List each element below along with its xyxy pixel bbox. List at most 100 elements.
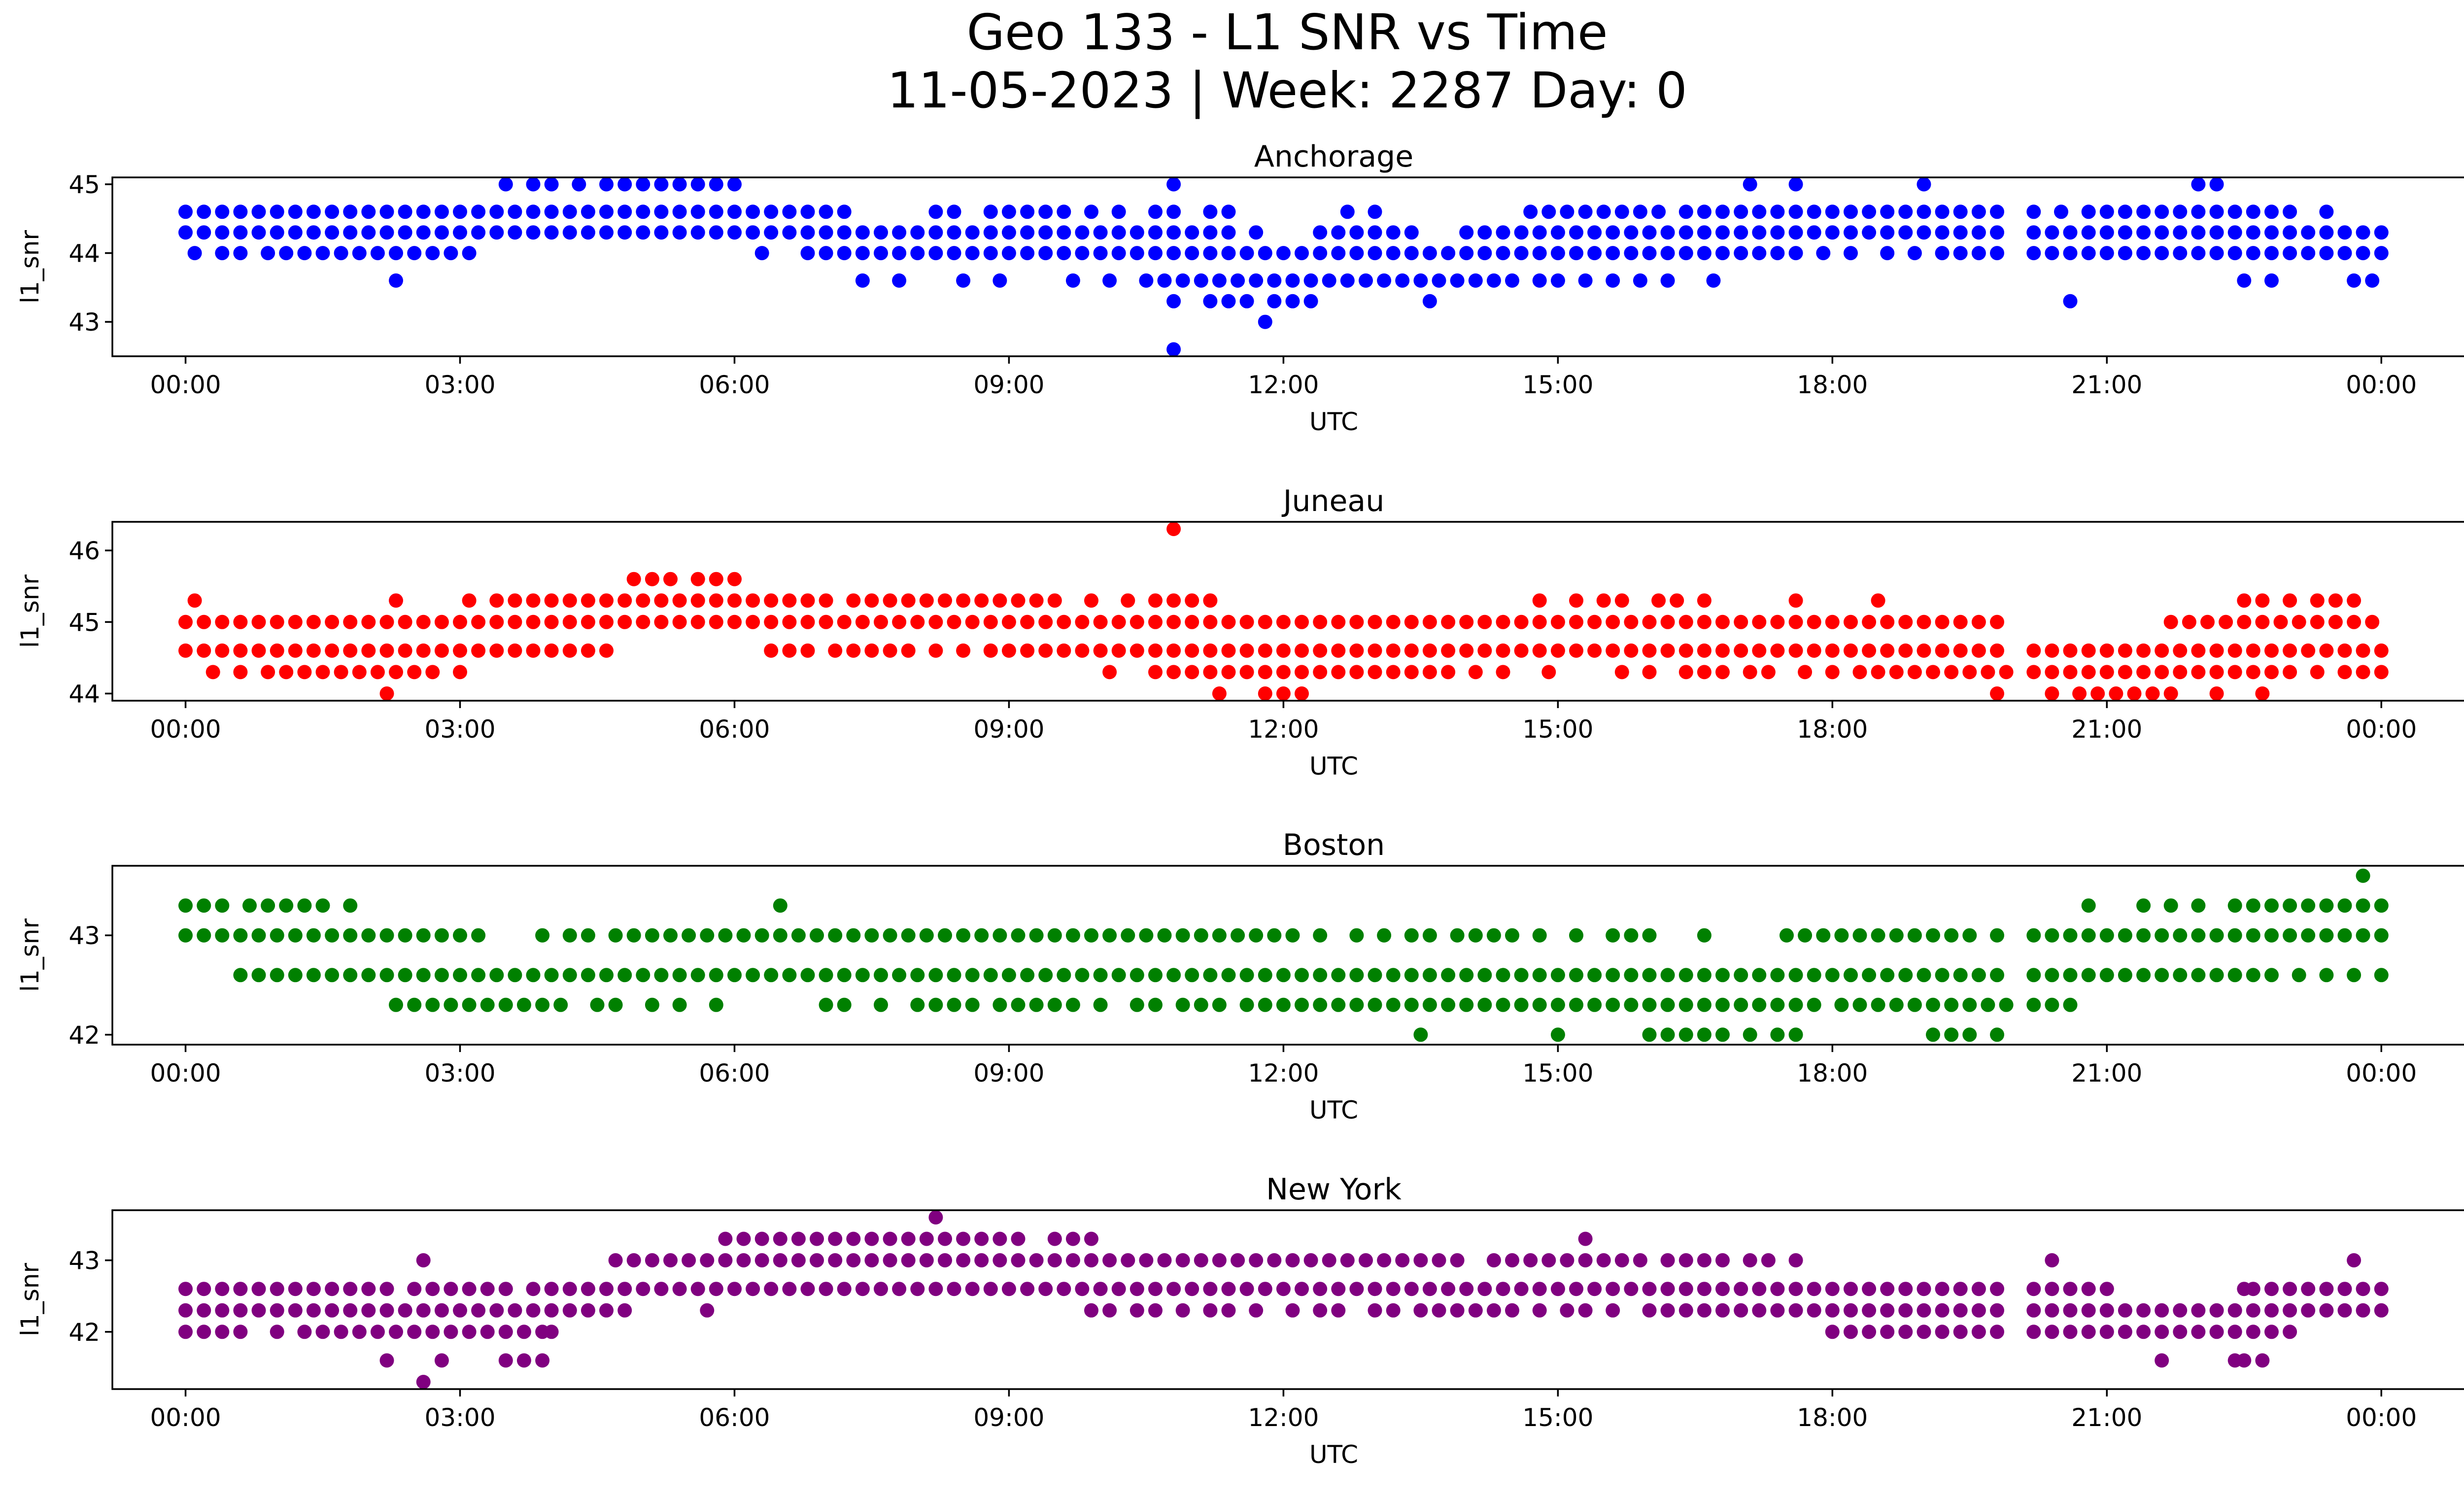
data-point <box>645 572 659 586</box>
data-point <box>1505 273 1519 288</box>
data-point <box>526 643 541 658</box>
data-point <box>215 928 230 943</box>
data-point <box>343 898 358 913</box>
data-point <box>791 928 806 943</box>
data-point <box>1990 614 2004 629</box>
data-point <box>1203 225 1218 240</box>
data-point <box>1386 1282 1401 1296</box>
data-point <box>2365 614 2380 629</box>
data-point <box>2337 928 2352 943</box>
data-point <box>2264 928 2279 943</box>
data-point <box>1221 665 1236 680</box>
data-point <box>489 593 504 608</box>
data-point <box>1788 643 1803 658</box>
data-point <box>2118 968 2132 983</box>
data-point <box>672 593 687 608</box>
data-point <box>407 997 422 1012</box>
x-tick-label: 09:00 <box>973 1403 1044 1432</box>
data-point <box>343 225 358 240</box>
data-point <box>1239 643 1254 658</box>
data-point <box>1678 1027 1693 1042</box>
data-point <box>690 968 705 983</box>
data-point <box>288 643 303 658</box>
x-tick-label: 18:00 <box>1797 1059 1868 1088</box>
data-point <box>379 643 394 658</box>
data-point <box>562 928 577 943</box>
data-point <box>1569 1282 1583 1296</box>
data-point <box>1075 246 1090 261</box>
data-point <box>1331 225 1346 240</box>
data-point <box>663 1253 678 1268</box>
data-point <box>2227 246 2242 261</box>
data-point <box>526 1303 541 1318</box>
data-point <box>1303 294 1318 308</box>
data-point <box>1038 968 1053 983</box>
data-point <box>2283 928 2297 943</box>
data-point <box>1011 997 1026 1012</box>
data-point <box>233 968 248 983</box>
data-point <box>1971 643 1986 658</box>
data-point <box>1761 665 1776 680</box>
data-point <box>928 1282 943 1296</box>
data-point <box>672 1282 687 1296</box>
data-point <box>2118 643 2132 658</box>
data-point <box>1734 1282 1748 1296</box>
y-tick-label: 43 <box>68 1247 100 1275</box>
data-point <box>1349 928 1364 943</box>
data-point <box>1432 273 1446 288</box>
data-point <box>1413 1303 1428 1318</box>
data-point <box>828 928 843 943</box>
data-point <box>2283 898 2297 913</box>
data-point <box>2136 968 2151 983</box>
data-point <box>709 614 723 629</box>
data-point <box>1331 643 1346 658</box>
data-point <box>581 1282 595 1296</box>
data-point <box>215 1303 230 1318</box>
data-point <box>1935 1303 1950 1318</box>
data-point <box>379 928 394 943</box>
data-point <box>791 1231 806 1246</box>
data-point <box>1953 643 1968 658</box>
data-point <box>2136 246 2151 261</box>
data-point <box>1642 614 1657 629</box>
data-point <box>2099 1282 2114 1296</box>
data-point <box>947 614 961 629</box>
data-point <box>205 665 220 680</box>
data-point <box>2099 665 2114 680</box>
data-point <box>1231 273 1245 288</box>
data-point <box>489 968 504 983</box>
data-point <box>1340 273 1355 288</box>
data-point <box>1770 1303 1785 1318</box>
data-point <box>910 1282 925 1296</box>
data-point <box>682 1253 696 1268</box>
data-point <box>1276 614 1291 629</box>
data-point <box>2246 968 2260 983</box>
data-point <box>1047 928 1062 943</box>
data-point <box>663 572 678 586</box>
data-point <box>1203 643 1218 658</box>
subplot-3: Boston 00:00 03:00 06:00 09:00 12:00 15:00 18:0… <box>16 828 2464 1124</box>
data-point <box>233 1282 248 1296</box>
data-point <box>2191 204 2206 219</box>
data-point <box>1862 1282 1877 1296</box>
data-point <box>2246 204 2260 219</box>
data-point <box>928 997 943 1012</box>
data-point <box>837 614 852 629</box>
data-point <box>1990 968 2004 983</box>
data-point <box>1468 1303 1483 1318</box>
data-point <box>1953 614 1968 629</box>
data-point <box>2356 1282 2370 1296</box>
data-point <box>1926 1027 1940 1042</box>
data-point <box>1084 928 1098 943</box>
data-point <box>2264 1282 2279 1296</box>
data-point <box>1990 1282 2004 1296</box>
data-point <box>1267 928 1282 943</box>
data-point <box>2191 177 2206 192</box>
data-point <box>828 1253 843 1268</box>
data-point <box>2099 1303 2114 1318</box>
data-point <box>2072 686 2087 701</box>
x-tick-label: 21:00 <box>2071 715 2142 744</box>
data-point <box>2118 1303 2132 1318</box>
data-point <box>1129 997 1144 1012</box>
data-point <box>1148 1303 1163 1318</box>
